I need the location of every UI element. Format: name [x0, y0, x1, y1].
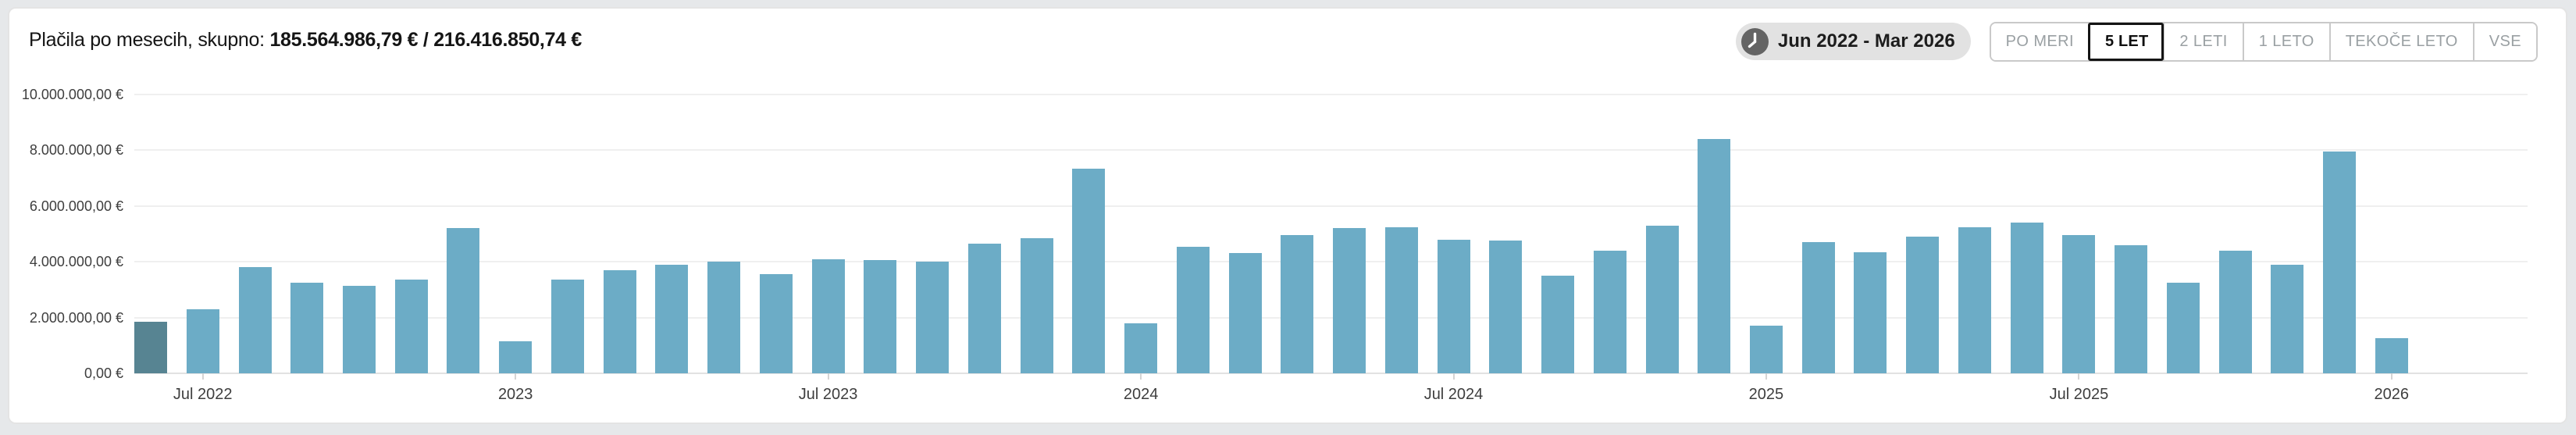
bar-jun-2025[interactable] [2010, 223, 2043, 373]
x-axis-tick [2390, 373, 2393, 380]
bar-jul-2023[interactable] [811, 259, 845, 373]
bar-nov-2024[interactable] [1645, 226, 1679, 373]
chart-title: Plačila po mesecih, skupno: 185.564.986,… [29, 29, 582, 52]
bar-jul-2022[interactable] [186, 309, 219, 373]
x-axis-tick [2078, 373, 2080, 380]
bar-sep-2022[interactable] [290, 283, 324, 373]
bar-dec-2025[interactable] [2323, 152, 2357, 373]
bar-jul-2025[interactable] [2062, 235, 2096, 373]
period-button-group: PO MERI 5 LET 2 LETI 1 LETO TEKOČE LETO … [1989, 21, 2538, 62]
bar-aug-2024[interactable] [1489, 241, 1523, 373]
date-range-badge[interactable]: Jun 2022 - Mar 2026 [1735, 23, 1971, 60]
bar-mar-2024[interactable] [1228, 253, 1262, 373]
x-axis-label: Jul 2024 [1423, 386, 1484, 403]
bar-aug-2022[interactable] [238, 267, 272, 373]
period-button-1-leto[interactable]: 1 LETO [2242, 23, 2329, 60]
bar-sep-2025[interactable] [2166, 283, 2200, 373]
bar-feb-2023[interactable] [550, 280, 584, 373]
bar-jun-2024[interactable] [1384, 227, 1418, 373]
bar-dec-2023[interactable] [1072, 169, 1106, 373]
bar-sep-2024[interactable] [1541, 276, 1574, 373]
y-axis-label: 0,00 € [84, 365, 123, 381]
bar-jan-2024[interactable] [1124, 323, 1158, 373]
bar-apr-2023[interactable] [655, 265, 689, 373]
x-axis-tick [1765, 373, 1767, 380]
bar-oct-2022[interactable] [343, 286, 376, 373]
bar-oct-2023[interactable] [967, 244, 1001, 373]
gridline-8000000 [134, 149, 2528, 152]
bar-jan-2025[interactable] [1749, 326, 1783, 373]
bar-feb-2024[interactable] [1176, 247, 1210, 373]
x-axis-label: Jul 2022 [173, 386, 233, 403]
bar-oct-2024[interactable] [1593, 251, 1626, 373]
x-axis-label: Jul 2023 [798, 386, 858, 403]
bar-oct-2025[interactable] [2218, 251, 2252, 373]
y-axis-label: 2.000.000,00 € [29, 309, 123, 326]
bar-apr-2024[interactable] [1281, 235, 1314, 373]
bar-may-2024[interactable] [1333, 228, 1366, 373]
bar-apr-2025[interactable] [1906, 237, 1940, 373]
x-axis-tick [515, 373, 517, 380]
bar-sep-2023[interactable] [916, 262, 950, 373]
chart-title-prefix: Plačila po mesecih, skupno: [29, 29, 270, 51]
bar-mar-2023[interactable] [603, 270, 636, 373]
gridline-0 [134, 373, 2528, 374]
y-axis-label: 10.000.000,00 € [21, 87, 123, 102]
bar-dec-2022[interactable] [447, 228, 480, 373]
period-button-po-meri[interactable]: PO MERI [1990, 23, 2089, 60]
bar-jun-2023[interactable] [759, 274, 793, 373]
payments-chart-card: Plačila po mesecih, skupno: 185.564.986,… [8, 7, 2567, 424]
bar-mar-2025[interactable] [1854, 252, 1887, 373]
bar-dec-2024[interactable] [1698, 139, 1731, 373]
bar-nov-2025[interactable] [2271, 265, 2304, 373]
date-range-label: Jun 2022 - Mar 2026 [1777, 30, 1955, 52]
x-axis-tick [1452, 373, 1455, 380]
bar-nov-2022[interactable] [394, 280, 428, 373]
x-axis-label: 2023 [497, 386, 533, 403]
chart-title-amount: 185.564.986,79 € / 216.416.850,74 € [269, 29, 583, 51]
bar-chart-plot: 10.000.000,00 € 8.000.000,00 € 6.000.000,0… [9, 9, 2569, 426]
chart-controls: Jun 2022 - Mar 2026 PO MERI 5 LET 2 LETI… [1735, 20, 2538, 63]
gridline-4000000 [134, 261, 2528, 263]
x-axis-label: 2025 [1748, 386, 1784, 403]
bar-jun-2022[interactable] [134, 322, 167, 373]
bar-jan-2026[interactable] [2375, 338, 2408, 373]
bar-aug-2025[interactable] [2115, 245, 2148, 373]
x-axis-tick [201, 373, 204, 380]
bar-feb-2025[interactable] [1801, 242, 1835, 373]
bar-jan-2023[interactable] [499, 341, 533, 373]
period-button-vse[interactable]: VSE [2472, 23, 2536, 60]
y-axis-label: 4.000.000,00 € [29, 254, 123, 270]
x-axis-tick [1140, 373, 1142, 380]
bar-may-2023[interactable] [707, 262, 741, 373]
period-button-5-let[interactable]: 5 LET [2087, 22, 2164, 61]
bar-jul-2024[interactable] [1437, 240, 1470, 373]
period-button-2-leti[interactable]: 2 LETI [2163, 23, 2243, 60]
x-axis-label: Jul 2025 [2049, 386, 2109, 403]
bar-aug-2023[interactable] [864, 260, 897, 373]
gridline-2000000 [134, 316, 2528, 319]
gridline-10000000 [134, 94, 2528, 95]
x-axis-label: 2026 [2374, 386, 2410, 403]
x-axis-label: 2024 [1123, 386, 1159, 403]
y-axis-label: 6.000.000,00 € [29, 198, 123, 214]
clock-icon [1740, 27, 1769, 56]
x-axis-tick [827, 373, 829, 380]
bar-may-2025[interactable] [1958, 227, 1991, 373]
y-axis-label: 8.000.000,00 € [29, 142, 123, 159]
bar-nov-2023[interactable] [1020, 238, 1053, 373]
period-button-tekoce-leto[interactable]: TEKOČE LETO [2328, 23, 2473, 60]
gridline-6000000 [134, 205, 2528, 207]
